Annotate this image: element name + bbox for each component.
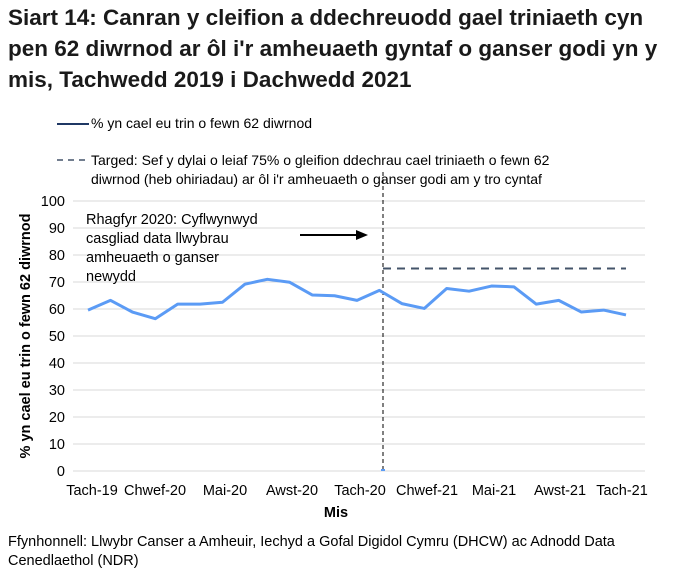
y-tick-label: 80 (49, 248, 65, 264)
x-tick-label: Awst-20 (266, 483, 318, 499)
x-tick-label: Mai-21 (472, 483, 516, 499)
y-tick-label: 20 (49, 410, 65, 426)
x-tick-label: Chwef-21 (396, 483, 458, 499)
x-tick-label: Tach-20 (334, 483, 386, 499)
x-axis-title: Mis (324, 505, 348, 521)
y-tick-label: 40 (49, 356, 65, 372)
y-tick-label: 70 (49, 275, 65, 291)
chart-title: Siart 14: Canran y cleifion a ddechreuod… (8, 5, 658, 92)
series-line (87, 277, 627, 321)
y-tick-label: 60 (49, 302, 65, 318)
x-tick-label: Mai-20 (203, 483, 247, 499)
annotation-text: newydd (86, 269, 136, 285)
y-axis-title: % yn cael eu trin o fewn 62 diwrnod (18, 214, 34, 459)
y-tick-label: 30 (49, 383, 65, 399)
source-note: Ffynhonnell: Llwybr Canser a Amheuir, Ie… (8, 534, 615, 569)
y-tick-label: 10 (49, 437, 65, 453)
annotation-text: amheuaeth o ganser (86, 250, 219, 266)
y-tick-label: 100 (41, 194, 65, 210)
y-tick-label: 50 (49, 329, 65, 345)
annotation-arrowhead (356, 230, 368, 240)
annotation-text: casgliad data llwybrau (86, 231, 229, 247)
legend-target-label-line1: Targed: Sef y dylai o leiaf 75% o gleifi… (91, 152, 550, 168)
legend-series-label: % yn cael eu trin o fewn 62 diwrnod (91, 115, 313, 131)
y-tick-label: 0 (57, 464, 65, 480)
legend-target-label-line2: diwrnod (heb ohiriadau) ar ôl i'r amheua… (91, 171, 542, 187)
x-tick-label: Tach-21 (596, 483, 648, 499)
x-tick-label: Awst-21 (534, 483, 586, 499)
x-tick-label: Tach-19 (66, 483, 118, 499)
y-tick-label: 90 (49, 221, 65, 237)
annotation-text: Rhagfyr 2020: Cyflwynwyd (86, 212, 258, 228)
x-tick-label: Chwef-20 (124, 483, 186, 499)
